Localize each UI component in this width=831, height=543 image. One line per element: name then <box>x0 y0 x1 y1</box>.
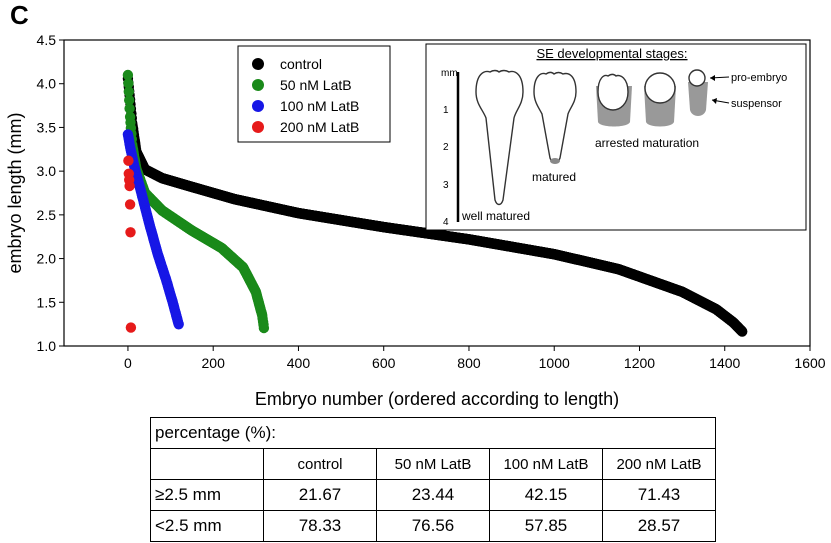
y-tick-label: 1.0 <box>37 338 57 354</box>
scale-unit: mm <box>441 68 458 79</box>
data-point <box>124 95 135 106</box>
stages-inset: SE developmental stages: mm 1 2 3 4 well… <box>425 43 807 231</box>
data-point <box>123 86 134 98</box>
data-point <box>173 319 184 330</box>
table-title-row: percentage (%): <box>150 417 716 449</box>
legend-label: 100 nM LatB <box>280 98 359 114</box>
row-label: <2.5 mm <box>150 510 264 542</box>
scale-tick-4: 4 <box>443 217 449 228</box>
data-point <box>123 155 134 166</box>
y-axis-label: embryo length (mm) <box>5 112 25 273</box>
x-tick-label: 1600 <box>794 355 825 371</box>
legend-marker <box>252 121 264 133</box>
x-tick-label: 600 <box>372 355 396 371</box>
data-point <box>258 322 270 334</box>
x-axis: 0 200 400 600 800 1000 1200 1400 1600 <box>124 346 826 371</box>
data-point <box>125 322 137 333</box>
series-50-nm-latb <box>122 69 270 334</box>
column-header: 100 nM LatB <box>489 448 603 480</box>
percentage-table: percentage (%): control 50 nM LatB 100 n… <box>150 417 716 542</box>
column-header: 200 nM LatB <box>602 448 716 480</box>
y-tick-label: 3.5 <box>37 119 57 135</box>
arrow-icon <box>712 98 717 104</box>
legend-marker <box>252 79 264 91</box>
label-suspensor: suspensor <box>731 98 782 110</box>
arrested-embryo-icon-1 <box>597 73 629 111</box>
label-well-matured: well matured <box>461 209 530 223</box>
table-cell: 21.67 <box>263 479 377 511</box>
y-tick-label: 3.0 <box>37 163 57 179</box>
table-header-row: control 50 nM LatB 100 nM LatB 200 nM La… <box>150 448 716 480</box>
scale-tick-3: 3 <box>443 180 449 191</box>
series-control <box>122 73 748 337</box>
table-cell: 57.85 <box>489 510 603 542</box>
y-tick-label: 4.5 <box>37 32 57 48</box>
matured-embryo-icon <box>533 71 577 164</box>
series-100-nm-latb <box>122 129 184 330</box>
series-200-nm-latb <box>123 155 137 333</box>
plot-frame <box>63 39 811 347</box>
column-header: control <box>263 448 377 480</box>
well-matured-embryo-icon <box>475 69 524 206</box>
data-point <box>123 78 134 89</box>
legend-label: control <box>280 56 322 72</box>
legend-label: 200 nM LatB <box>280 119 359 135</box>
x-tick-label: 0 <box>124 355 132 371</box>
table-cell: 76.56 <box>376 510 490 542</box>
y-tick-label: 2.0 <box>37 251 57 267</box>
data-point <box>125 227 136 238</box>
y-tick-label: 4.0 <box>37 76 57 92</box>
table-cell: 42.15 <box>489 479 603 511</box>
label-matured: matured <box>532 170 576 184</box>
x-axis-label: Embryo number (ordered according to leng… <box>255 389 619 409</box>
data-point <box>124 180 135 192</box>
data-point <box>122 69 134 81</box>
arrested-embryo-icon-2 <box>644 72 676 104</box>
label-pro-embryo: pro-embryo <box>731 72 787 84</box>
table-cell: 28.57 <box>602 510 716 542</box>
legend-marker <box>252 58 264 70</box>
x-tick-label: 400 <box>287 355 311 371</box>
table-row: ≥2.5 mm 21.67 23.44 42.15 71.43 <box>150 479 716 511</box>
chart: C 1.0 1.5 2.0 2.5 3.0 3.5 4.0 4.5 0 200 400 600 800… <box>5 0 826 409</box>
legend-marker <box>252 100 264 112</box>
row-label: ≥2.5 mm <box>150 479 264 511</box>
table-row: <2.5 mm 78.33 76.56 57.85 28.57 <box>150 510 716 542</box>
x-tick-label: 800 <box>457 355 481 371</box>
label-arrested: arrested maturation <box>595 136 699 150</box>
data-point <box>124 103 135 114</box>
table-title: percentage (%): <box>150 417 716 449</box>
legend: control 50 nM LatB 100 nM LatB 200 nM LatB <box>237 45 391 143</box>
y-tick-label: 2.5 <box>37 207 57 223</box>
table-cell: 23.44 <box>376 479 490 511</box>
y-tick-label: 1.5 <box>37 294 57 310</box>
panel-label: C <box>10 0 29 30</box>
table-cell: 78.33 <box>263 510 377 542</box>
x-tick-label: 1000 <box>539 355 570 371</box>
arrow-icon <box>710 75 715 81</box>
inset-title: SE developmental stages: <box>536 46 687 61</box>
data-point <box>737 326 748 337</box>
x-tick-label: 1200 <box>624 355 655 371</box>
table-corner-cell <box>150 448 264 480</box>
pro-embryo-icon <box>688 69 706 87</box>
data-point <box>124 199 136 210</box>
scale-tick-1: 1 <box>443 105 449 116</box>
column-header: 50 nM LatB <box>376 448 490 480</box>
matured-suspensor-icon <box>550 158 560 164</box>
scale-tick-2: 2 <box>443 142 449 153</box>
table-cell: 71.43 <box>602 479 716 511</box>
x-tick-label: 200 <box>202 355 226 371</box>
y-axis: 1.0 1.5 2.0 2.5 3.0 3.5 4.0 4.5 <box>37 32 64 354</box>
legend-label: 50 nM LatB <box>280 77 352 93</box>
data-points <box>122 69 748 337</box>
pro-embryo-suspensor-icon <box>688 82 708 116</box>
x-tick-label: 1400 <box>709 355 740 371</box>
